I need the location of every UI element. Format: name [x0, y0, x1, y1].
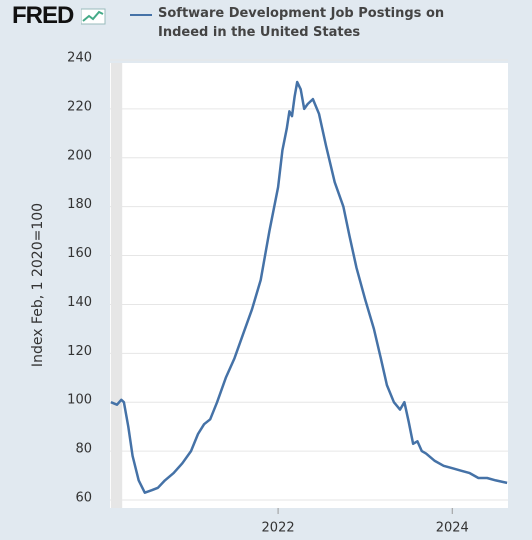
x-tick-label: 2022 — [262, 521, 295, 536]
x-tick-label: 2024 — [436, 521, 469, 536]
recession-shade — [110, 63, 123, 508]
y-tick-label: 160 — [67, 246, 92, 261]
y-tick-label: 60 — [75, 491, 92, 506]
y-tick-label: 200 — [67, 148, 92, 163]
y-tick-label: 80 — [75, 442, 92, 457]
plot-area — [110, 63, 508, 508]
legend: Software Development Job Postings on Ind… — [130, 4, 450, 42]
y-tick-label: 120 — [67, 344, 92, 359]
logo-icon — [80, 8, 106, 25]
y-tick-label: 180 — [67, 197, 92, 212]
y-axis-label: Index Feb, 1 2020=100 — [30, 203, 46, 367]
y-tick-label: 220 — [67, 99, 92, 114]
logo-text: FRED — [12, 2, 74, 29]
y-tick-label: 240 — [67, 51, 92, 66]
y-tick-label: 140 — [67, 295, 92, 310]
legend-swatch — [130, 14, 152, 16]
data-line — [110, 80, 508, 494]
legend-label: Software Development Job Postings on Ind… — [158, 6, 445, 40]
y-tick-label: 100 — [67, 393, 92, 408]
logo: FRED — [12, 2, 106, 30]
